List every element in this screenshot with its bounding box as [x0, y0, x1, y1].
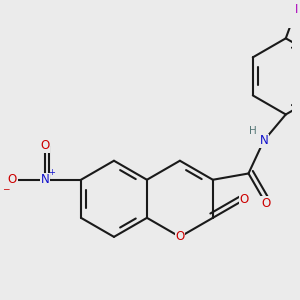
Text: O: O: [40, 139, 50, 152]
Text: N: N: [260, 134, 268, 147]
Text: H: H: [249, 126, 256, 136]
Text: +: +: [48, 168, 55, 177]
Text: N: N: [40, 173, 49, 186]
Text: I: I: [295, 3, 298, 16]
Text: −: −: [2, 184, 9, 193]
Text: O: O: [261, 197, 270, 210]
Text: O: O: [240, 193, 249, 206]
Text: O: O: [175, 230, 184, 243]
Text: O: O: [8, 173, 17, 186]
